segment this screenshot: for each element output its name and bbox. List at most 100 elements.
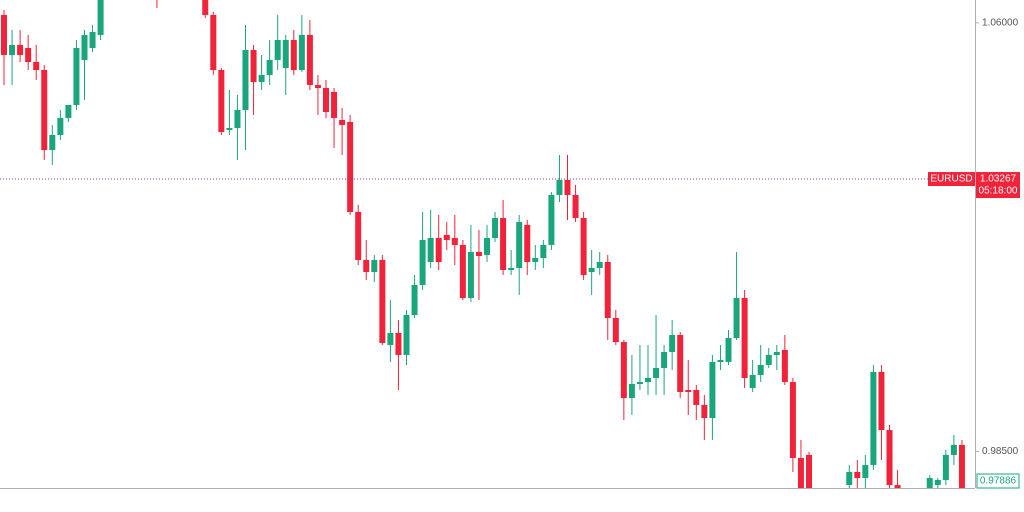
candle-body: [266, 60, 273, 75]
candle-body: [33, 62, 40, 70]
candle-body: [492, 218, 499, 238]
candle-body: [757, 364, 764, 375]
candle-body: [926, 478, 933, 488]
candle-body: [306, 34, 313, 85]
candle-body: [459, 244, 466, 298]
candle-body: [81, 34, 88, 60]
candle-body: [331, 92, 338, 118]
candle-body: [548, 194, 555, 245]
candle-body: [870, 372, 877, 465]
candle-body: [709, 362, 716, 418]
candle-body: [556, 180, 563, 195]
candle-body: [685, 390, 692, 392]
current-time-label: 05:18:00: [979, 186, 1018, 197]
candle-body: [282, 40, 289, 68]
candle-body: [290, 40, 297, 70]
candle-body: [17, 44, 24, 55]
candle-body: [540, 244, 547, 258]
candle-body: [886, 430, 893, 485]
candle-body: [347, 122, 354, 212]
candle-body: [773, 352, 780, 355]
candle-body: [57, 118, 64, 135]
candle-body: [9, 44, 16, 55]
candle-body: [878, 372, 885, 430]
candle-body: [612, 318, 619, 342]
price-tag: [976, 172, 1020, 199]
candle-body: [202, 0, 209, 15]
candle-body: [669, 334, 676, 352]
candle-body: [435, 238, 442, 262]
candle-body: [628, 384, 635, 398]
candle-body: [218, 70, 225, 132]
candle-body: [950, 444, 957, 455]
candle-body: [210, 14, 217, 71]
candle-body: [717, 360, 724, 362]
candle-body: [387, 332, 394, 345]
candle-body: [661, 352, 668, 368]
candle-body: [97, 0, 104, 35]
candle-body: [532, 258, 539, 262]
candle-body: [49, 134, 56, 150]
candle-body: [516, 222, 523, 268]
candle-body: [419, 240, 426, 285]
candle-body: [781, 350, 788, 382]
candle-body: [701, 404, 708, 418]
candle-body: [395, 332, 402, 355]
candle-body: [797, 458, 804, 488]
candle-body: [862, 464, 869, 478]
candle-body: [41, 70, 48, 150]
candle-body: [274, 40, 281, 60]
candle-body: [258, 74, 265, 82]
last-price-tag: [976, 473, 1020, 489]
candle-body: [411, 284, 418, 315]
candle-body: [765, 354, 772, 365]
current-price-label: 1.03267: [980, 174, 1017, 185]
candle-body: [789, 382, 796, 458]
candle-body: [427, 238, 434, 262]
candle-body: [749, 374, 756, 388]
candle-body: [314, 84, 321, 88]
candle-body: [725, 338, 732, 362]
symbol-label: EURUSD: [930, 174, 972, 185]
y-tick-label: 1.06000: [982, 17, 1019, 28]
y-tick-label: 0.98500: [982, 446, 1019, 457]
candle-body: [934, 480, 941, 485]
candle-body: [323, 88, 329, 112]
candle-body: [65, 104, 72, 118]
candle-body: [475, 252, 482, 256]
last-price-label: 0.97886: [980, 476, 1017, 487]
candle-body: [403, 314, 410, 355]
candle-body: [226, 128, 233, 130]
candle-body: [250, 50, 257, 82]
candle-body: [846, 472, 853, 485]
candle-body: [379, 260, 386, 343]
candle-body: [484, 238, 490, 255]
candle-body: [298, 34, 305, 70]
candle-body: [645, 378, 651, 382]
candle-body: [508, 268, 515, 270]
candle-body: [693, 390, 700, 405]
candle-body: [572, 194, 579, 218]
candle-body: [741, 298, 748, 378]
candle-body: [339, 120, 346, 125]
candle-body: [73, 48, 80, 105]
candle-body: [653, 368, 660, 378]
candle-body: [588, 268, 595, 272]
candle-body: [636, 382, 643, 384]
candle-body: [242, 50, 249, 110]
candle-body: [604, 262, 611, 318]
candle-body: [524, 224, 531, 262]
candle-body: [894, 484, 901, 488]
candle-body: [355, 212, 362, 260]
symbol-tag: [928, 172, 975, 187]
candle-body: [677, 334, 684, 392]
candle-body: [443, 234, 450, 240]
candle-body: [500, 218, 507, 270]
candle-body: [234, 110, 241, 128]
candle-body: [25, 48, 32, 62]
candle-body: [854, 472, 861, 478]
candle-body: [89, 32, 96, 48]
